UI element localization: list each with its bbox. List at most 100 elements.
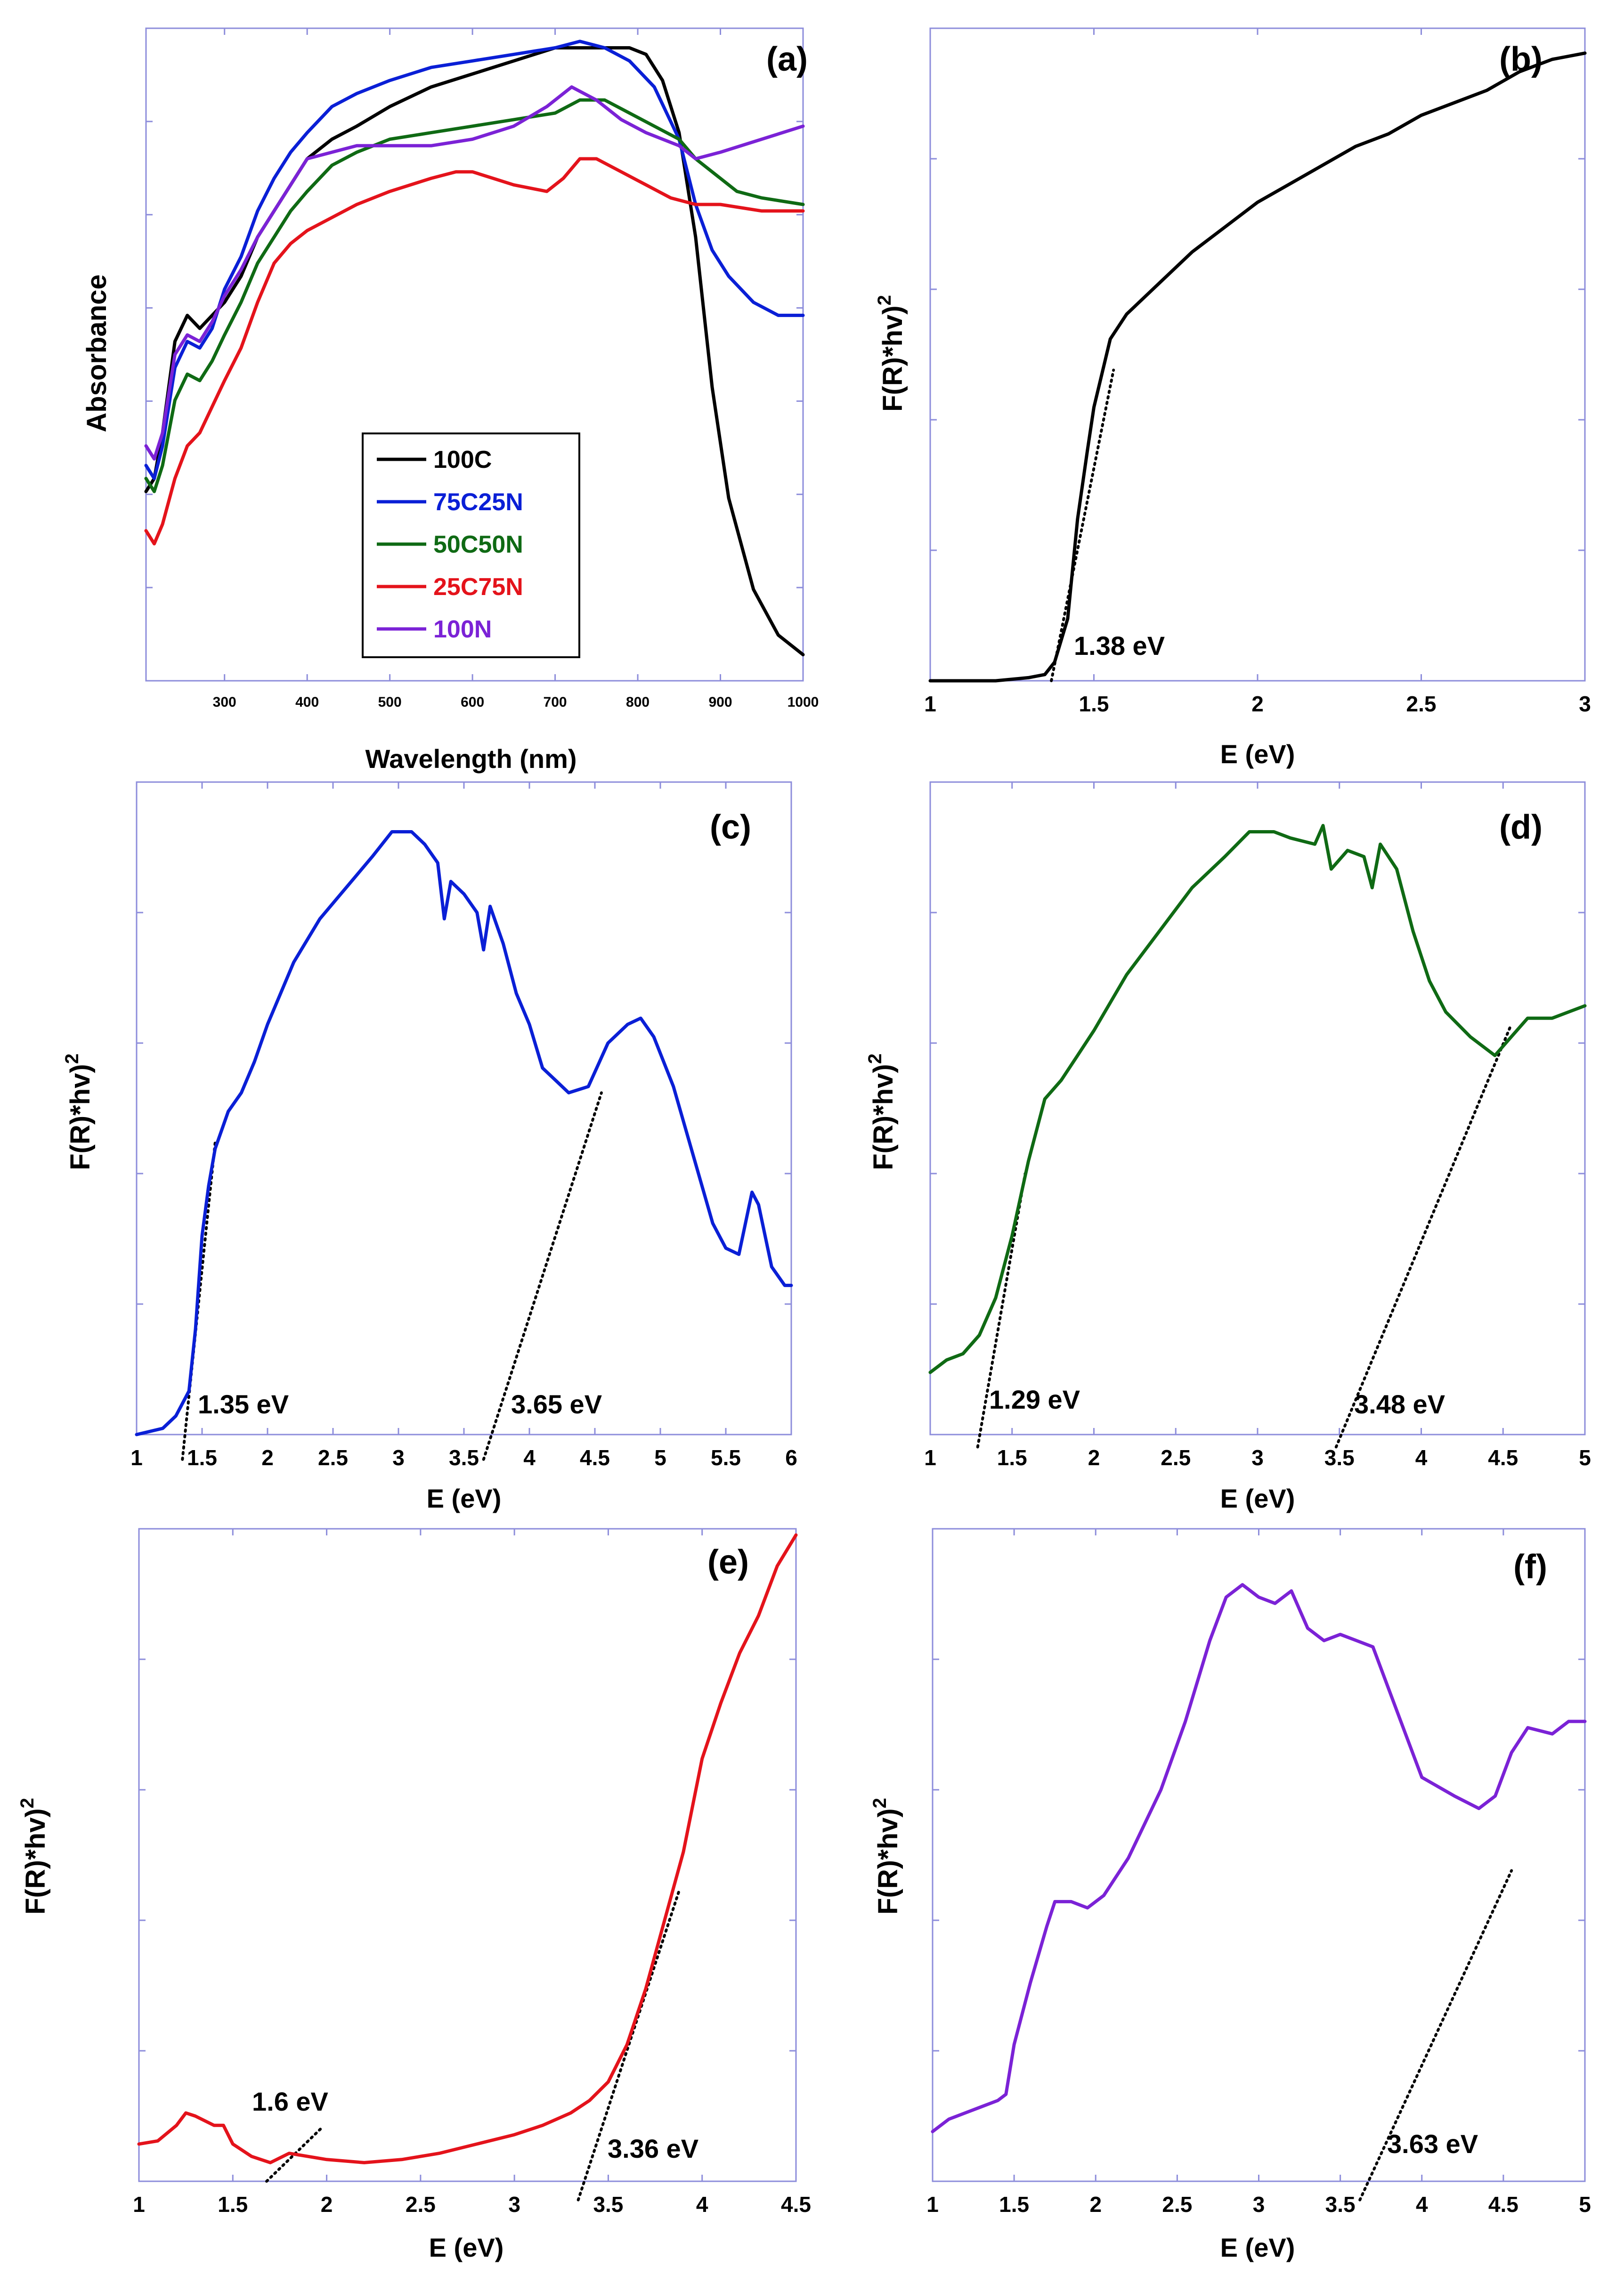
x-tick-label: 4 — [1416, 2192, 1428, 2217]
x-tick-label: 4 — [523, 1445, 536, 1470]
x-tick-label: 3 — [392, 1445, 405, 1470]
x-tick-label: 3.5 — [1325, 2192, 1356, 2217]
panel-f: 1 1.5 2 2.5 3 3.5 4 4.5 5 (f) E (eV) F(R)*hv)2 3.63 … — [869, 1528, 1591, 2262]
x-tick-label: 1.5 — [1079, 692, 1109, 716]
x-tick-label: 1 — [926, 2192, 939, 2217]
legend-entry: 75C25N — [433, 489, 523, 516]
panel-label: (c) — [710, 808, 751, 846]
y-axis-label-superscript: 2 — [874, 295, 895, 305]
series-line-(b) — [928, 51, 1587, 683]
x-tick-label: 1 — [130, 1445, 143, 1470]
panel-a: 300 400 500 600 700 800 900 1000 (a) Wavelength (… — [81, 27, 819, 774]
x-axis-label: E (eV) — [429, 2233, 504, 2262]
y-axis-label-superscript: 2 — [62, 1053, 82, 1064]
x-tick-label: 2 — [1088, 1445, 1100, 1470]
x-tick-label: 3.5 — [449, 1445, 479, 1470]
series-line-100N — [144, 85, 805, 461]
bandgap-annotation: 1.35 eV — [198, 1389, 289, 1419]
x-tick-label: 4 — [1415, 1445, 1428, 1470]
x-tick-label: 5.5 — [711, 1445, 741, 1470]
x-tick-label: 900 — [708, 694, 732, 710]
x-tick-label: 2.5 — [1162, 2192, 1192, 2217]
x-tick-label: 4 — [696, 2192, 708, 2217]
panel-label: (d) — [1499, 808, 1543, 846]
y-axis-label: F(R)*hv)2 — [17, 1798, 51, 1915]
bandgap-annotation: 3.36 eV — [608, 2134, 698, 2163]
x-tick-label: 5 — [654, 1445, 666, 1470]
x-tick-label: 500 — [378, 694, 402, 710]
tangent-fit-line — [577, 1888, 681, 2202]
tangent-fit-line — [1358, 1869, 1513, 2202]
tangent-fit-line — [482, 1091, 603, 1461]
legend-entry: 25C75N — [433, 573, 523, 601]
x-axis-label: Wavelength (nm) — [365, 744, 577, 774]
series-line-(c) — [135, 830, 793, 1436]
legend-entry: 100C — [433, 446, 492, 473]
x-tick-label: 1.5 — [218, 2192, 248, 2217]
x-tick-label: 4.5 — [781, 2192, 811, 2217]
x-tick-label: 4.5 — [580, 1445, 610, 1470]
series-line-100C — [144, 46, 805, 657]
series-line-25C75N — [144, 157, 805, 546]
bandgap-annotation: 1.38 eV — [1074, 631, 1165, 661]
y-axis-label: F(R)*hv)2 — [62, 1053, 96, 1170]
x-axis-label: E (eV) — [1220, 2233, 1295, 2262]
x-tick-label: 3.5 — [1324, 1445, 1355, 1470]
x-tick-label: 1 — [924, 692, 936, 716]
panel-label: (e) — [707, 1543, 749, 1581]
x-tick-label: 4.5 — [1488, 2192, 1518, 2217]
x-tick-label: 5 — [1579, 2192, 1591, 2217]
x-tick-label: 4.5 — [1488, 1445, 1518, 1470]
legend: 100C 75C25N 50C50N 25C75N 100N — [362, 432, 580, 658]
bandgap-annotation: 1.6 eV — [252, 2087, 328, 2116]
x-tick-label: 2 — [261, 1445, 274, 1470]
x-tick-label: 2.5 — [1406, 692, 1437, 716]
panel-label: (f) — [1513, 1548, 1547, 1586]
x-tick-label: 400 — [295, 694, 319, 710]
x-tick-label: 800 — [626, 694, 650, 710]
tangent-fit-line — [1334, 1023, 1513, 1449]
series-line-(d) — [928, 824, 1587, 1374]
plot-frame — [929, 781, 1586, 1436]
x-tick-label: 3 — [1251, 1445, 1264, 1470]
x-tick-label: 3.5 — [593, 2192, 623, 2217]
plot-frame — [138, 1528, 797, 2182]
x-tick-label: 3 — [1253, 2192, 1265, 2217]
y-axis-label-superscript: 2 — [17, 1798, 38, 1808]
panel-e: 1 1.5 2 2.5 3 3.5 4 4.5 (e) E (eV) F(R)*hv)2 1.6 eV… — [17, 1528, 811, 2262]
panel-label: (a) — [766, 41, 808, 78]
x-tick-label: 1 — [133, 2192, 145, 2217]
y-axis-label-superscript: 2 — [869, 1798, 890, 1808]
x-tick-label: 1 — [924, 1445, 936, 1470]
plot-frame — [145, 27, 804, 682]
x-tick-label: 1000 — [788, 694, 819, 710]
plot-frame — [929, 27, 1586, 682]
x-tick-label: 6 — [785, 1445, 797, 1470]
tangent-fit-line — [265, 2127, 323, 2183]
bandgap-annotation: 3.48 eV — [1354, 1389, 1445, 1419]
x-tick-label: 2 — [1089, 2192, 1102, 2217]
plot-frame — [136, 781, 792, 1436]
x-tick-label: 1.5 — [999, 2192, 1029, 2217]
bandgap-annotation: 1.29 eV — [989, 1385, 1080, 1414]
y-axis-label: F(R)*hv)2 — [874, 295, 908, 412]
x-tick-label: 5 — [1579, 1445, 1591, 1470]
panel-b: 1 1.5 2 2.5 3 (b) E (eV) F(R)*hv)2 1.38 eV — [874, 27, 1591, 769]
x-tick-label: 300 — [213, 694, 236, 710]
panel-label: (b) — [1499, 41, 1543, 78]
y-axis-label-superscript: 2 — [865, 1053, 885, 1064]
y-axis-label: F(R)*hv)2 — [869, 1798, 903, 1915]
x-tick-label: 2 — [321, 2192, 333, 2217]
x-tick-label: 700 — [544, 694, 567, 710]
x-tick-label: 2 — [1251, 692, 1264, 716]
x-axis-label: E (eV) — [427, 1484, 502, 1513]
y-axis-label: F(R)*hv)2 — [865, 1053, 899, 1170]
series-line-(e) — [137, 1533, 798, 2164]
y-axis-label: Absorbance — [81, 274, 112, 432]
panel-c: 1 1.5 2 2.5 3 3.5 4 4.5 5 5.5 6 (c) E (eV) F(R)*hv)2 1… — [62, 781, 797, 1513]
legend-entry: 100N — [433, 616, 492, 643]
bandgap-annotation: 3.65 eV — [511, 1389, 602, 1419]
x-tick-label: 2.5 — [318, 1445, 348, 1470]
legend-entry: 50C50N — [433, 531, 523, 558]
